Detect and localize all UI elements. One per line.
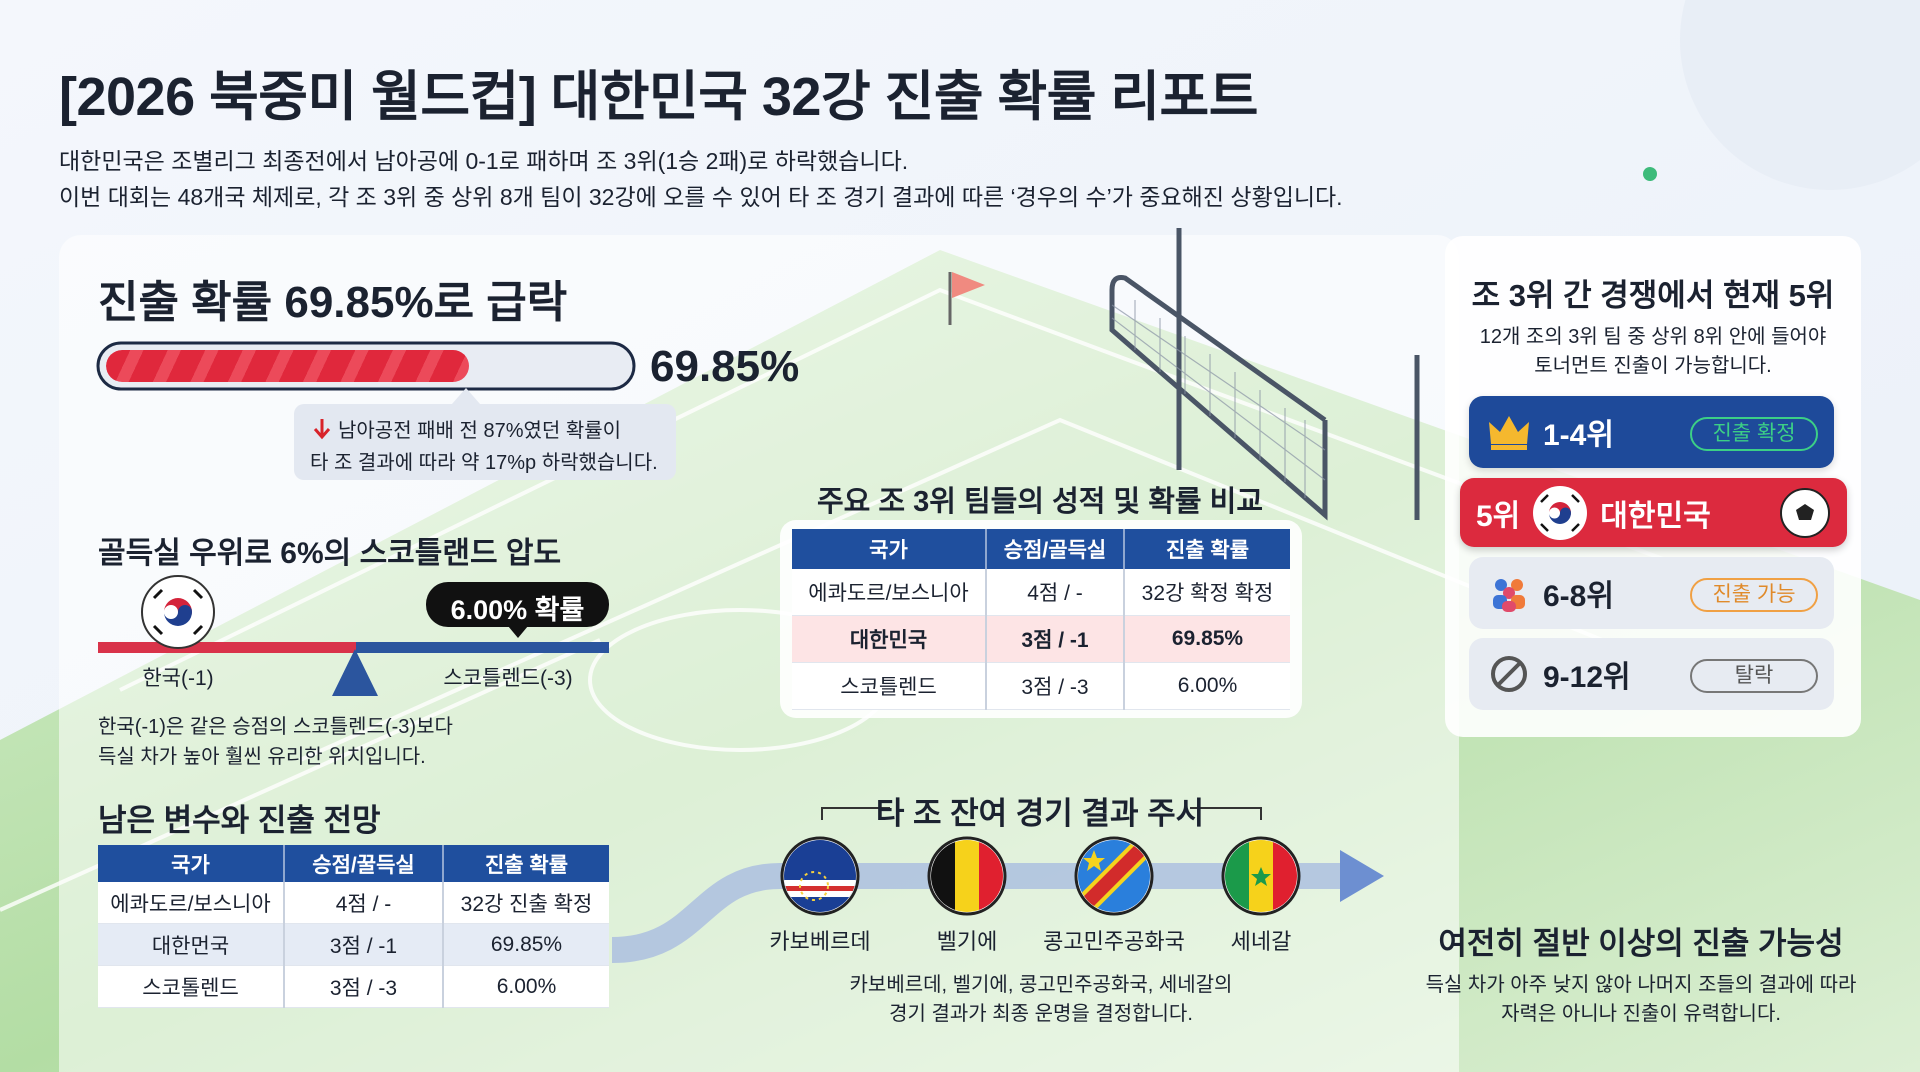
table-cell: 대한먼국 [98, 923, 284, 966]
description-line: 득실 차가 높아 훨씬 유리한 위치입니다. [98, 746, 426, 768]
table-header-cell: 진출 확률 [1123, 529, 1290, 569]
tier-rank: 5위 [1476, 499, 1521, 533]
description-line: 자력은 아니나 진출이 유력합니다. [1501, 1003, 1781, 1025]
subtitle-line: 이번 대회는 48개국 체제로, 각 조 3위 중 상위 8개 팀이 32강에 … [59, 184, 1343, 210]
conclusion-heading: 여전히 절반 이상의 진출 가능성 [1438, 926, 1844, 961]
tier-row: 5위 대한민국 [1460, 478, 1847, 547]
table-cell: 32강 진출 확정 [442, 882, 609, 924]
team-label: 콩고민주공화국 [1043, 929, 1185, 954]
callout-text: 타 조 결과에 따라 약 17%p 하락했습니다. [310, 452, 658, 474]
table-cell: 6.00% [442, 965, 609, 1008]
table-cell: 3점 / -3 [985, 662, 1124, 710]
table-header-cell: 승점/꿀득실 [283, 845, 443, 882]
ranking-description: 토너먼트 진출이 가능합니다. [1534, 355, 1772, 377]
tier-rank: 9-12위 [1543, 661, 1631, 694]
ban-icon [1491, 656, 1527, 692]
table-row: 에콰도르/보스니아 4점 / -32강 확정 확정 [792, 569, 1290, 616]
tier-team: 대한민국 [1600, 499, 1711, 533]
table-cell: 3점 / -1 [283, 923, 443, 966]
tier-row: 1-4위 진출 확정 [1469, 396, 1834, 468]
section-heading: 골득실 우위로 6%의 스코틀랜드 압도 [98, 537, 562, 570]
comparison-table: 국가 승점/골득실 진출 확률 에콰도르/보스니아 4점 / -32강 확정 확정 대한민… [792, 529, 1290, 710]
tier-status: 탈락 [1690, 659, 1818, 693]
callout-text: 남아공전 패배 전 87%였던 확률이 [338, 420, 622, 442]
table-header-cell: 진출 확률 [442, 845, 609, 882]
tier-rank: 6-8위 [1543, 580, 1614, 613]
progress-fill [106, 350, 470, 382]
table-cell: 에콰도르/보스니아 [792, 569, 986, 616]
table-header-row: 국가 승점/골득실 진출 확률 [792, 529, 1290, 569]
tier-status: 진출 가능 [1690, 578, 1818, 612]
badge: 6.00% 확률 [450, 595, 585, 625]
table-row: 대한민국 3점 / -1 69.85% [792, 615, 1290, 663]
tier-row: 9-12위 탈락 [1469, 638, 1834, 710]
ball-icon [1780, 488, 1830, 538]
table-row: 에콰도르/보스니아 4점 / -32강 진출 확정 [98, 882, 609, 924]
table-cell: 스코틀렌드 [792, 662, 986, 710]
table-header-row: 국가 승점/꿀득실 진출 확률 [98, 845, 609, 882]
tier-status: 진출 확정 [1690, 417, 1818, 451]
description-line: 경기 결과가 최종 운명을 결정합니다. [889, 1003, 1193, 1025]
table-cell: 69.85% [1123, 615, 1290, 663]
section-heading: 주요 조 3위 팀들의 성적 및 확률 비교 [816, 486, 1264, 518]
table-row: 스코틀렌드 3점 / -3 6.00% [792, 662, 1290, 710]
subtitle-line: 대한민국은 조별리그 최종전에서 남아공에 0-1로 패하며 조 3위(1승 2… [59, 148, 909, 174]
ranking-description: 12개 조의 3위 팀 중 상위 8위 안에 들어야 [1479, 326, 1827, 348]
table-cell: 6.00% [1123, 662, 1290, 710]
table-cell: 대한민국 [792, 615, 986, 663]
seesaw-label: 스코틀렌드(-3) [443, 667, 573, 690]
table-cell: 3점 / -1 [985, 615, 1124, 663]
crown-icon [1489, 416, 1529, 450]
table-header-cell: 국가 [98, 845, 284, 882]
table-cell: 32강 확정 확정 [1123, 569, 1290, 616]
ranking-heading: 조 3위 간 경쟁에서 현재 5위 [1471, 278, 1835, 313]
team-label: 세네갈 [1230, 929, 1292, 954]
table-cell: 스코톨렌드 [98, 965, 284, 1008]
description-line: 한국(-1)은 같은 승점의 스코틀렌드(-3)보다 [98, 716, 453, 738]
team-label: 벨기에 [936, 929, 998, 954]
probability-heading: 진출 확률 69.85%로 급락 [98, 278, 568, 327]
table-row: 대한먼국 3점 / -1 69.85% [98, 923, 609, 966]
table-cell: 에콰도르/보스니아 [98, 882, 284, 924]
probability-label: 69.85% [650, 342, 800, 391]
tier-row: 6-8위 진출 가능 [1469, 557, 1834, 629]
seesaw-label: 한국(-1) [142, 667, 214, 690]
page-title: [2026 북중미 월드컵] 대한민국 32강 진출 확률 리포트 [59, 67, 1258, 127]
outlook-table: 국가 승점/꿀득실 진출 확률 에콰도르/보스니아 4점 / -32강 진출 확정 대한먼… [98, 845, 609, 1008]
section-heading: 남은 변수와 진출 전망 [98, 803, 381, 838]
progress-track [106, 350, 626, 382]
table-cell: 4점 / - [985, 569, 1124, 616]
description-line: 득실 차가 아주 낮지 않아 나머지 조들의 결과에 따라 [1425, 974, 1857, 996]
description-line: 카보베르데, 벨기에, 콩고민주공화국, 세네갈의 [849, 974, 1233, 996]
table-cell: 4점 / - [283, 882, 443, 924]
korea-flag-icon [1533, 485, 1588, 540]
people-icon [1493, 579, 1525, 612]
tier-rank: 1-4위 [1543, 419, 1614, 452]
table-cell: 3점 / -3 [283, 965, 443, 1008]
table-header-cell: 국가 [792, 529, 986, 569]
team-label: 카보베르데 [769, 929, 871, 954]
table-header-cell: 승점/골득실 [985, 529, 1124, 569]
table-row: 스코톨렌드 3점 / -3 6.00% [98, 965, 609, 1008]
section-heading: 타 조 잔여 경기 결과 주시 [875, 796, 1205, 831]
table-cell: 69.85% [442, 923, 609, 966]
